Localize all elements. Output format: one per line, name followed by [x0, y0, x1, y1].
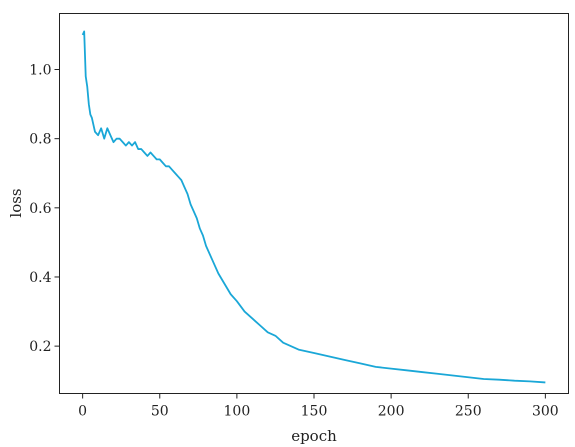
x-tick-label: 300 — [532, 404, 559, 420]
x-tick-label: 150 — [301, 404, 328, 420]
x-tick-label: 50 — [151, 404, 169, 420]
y-axis-ticks: 0.2 0.4 0.6 0.8 1.0 — [29, 63, 60, 355]
x-tick-label: 100 — [224, 404, 251, 420]
x-tick-label: 0 — [78, 404, 87, 420]
x-tick-label: 200 — [378, 404, 405, 420]
x-tick-label: 250 — [455, 404, 482, 420]
x-axis-ticks: 0 50 100 150 200 250 300 — [78, 393, 559, 420]
y-tick-label: 0.2 — [29, 339, 51, 355]
loss-series-line — [81, 30, 546, 384]
y-tick-label: 1.0 — [29, 63, 51, 79]
y-tick-label: 0.6 — [29, 201, 51, 217]
plot-frame — [59, 13, 569, 394]
x-axis-label: epoch — [291, 427, 337, 445]
y-axis-label: loss — [7, 188, 25, 217]
series-group — [81, 30, 546, 384]
y-tick-label: 0.8 — [29, 132, 51, 148]
y-tick-label: 0.4 — [29, 270, 51, 286]
